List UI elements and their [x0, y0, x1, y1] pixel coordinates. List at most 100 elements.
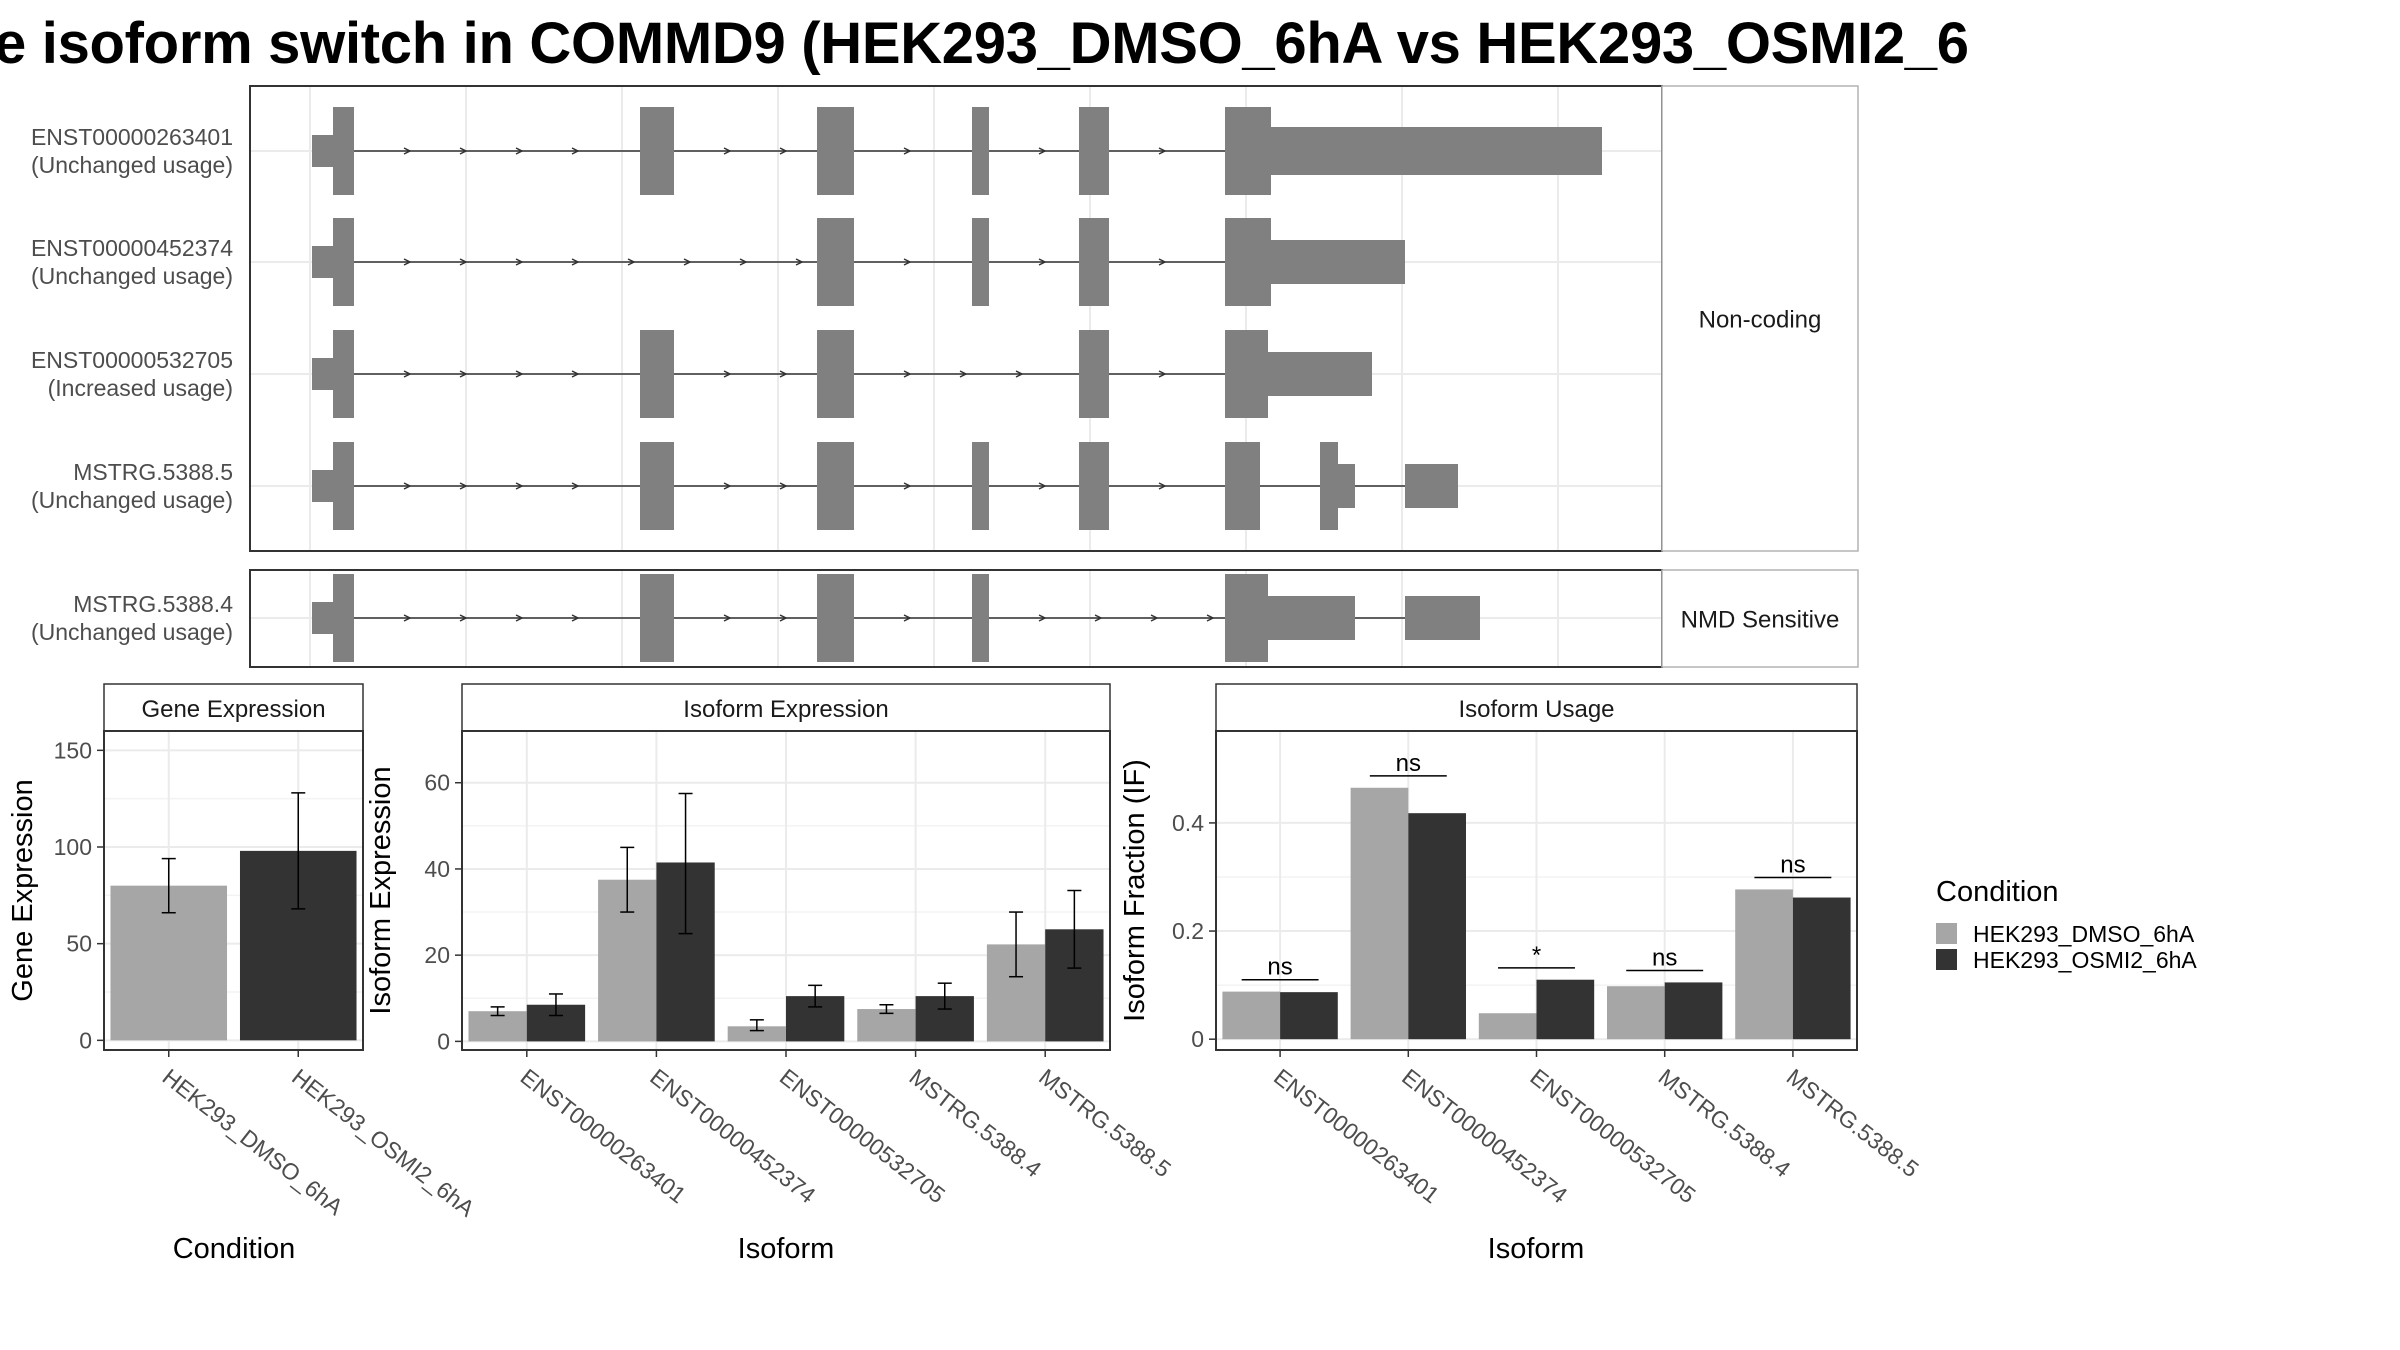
transcript-status-label: (Unchanged usage)	[31, 263, 233, 289]
exon-block	[312, 602, 333, 634]
group-strip	[1661, 569, 1859, 668]
y-tick-label: 20	[424, 942, 450, 968]
intron-arrow	[459, 147, 468, 155]
bar	[1350, 787, 1409, 1040]
y-tick-label: 0	[79, 1027, 92, 1053]
intron-arrow	[1158, 147, 1167, 155]
exon-block	[1079, 218, 1109, 306]
x-tick-label: MSTRG.5388.5	[1782, 1063, 1924, 1182]
panel-title: Isoform Usage	[1458, 696, 1614, 723]
exon-block	[1268, 596, 1355, 640]
intron-arrow	[515, 614, 524, 622]
significance-label: ns	[1652, 945, 1677, 972]
intron-arrow	[1038, 614, 1047, 622]
exon-block	[1338, 464, 1355, 508]
intron-arrow	[403, 147, 412, 155]
intron-arrow	[723, 147, 732, 155]
exon-block	[640, 107, 674, 195]
bar	[1536, 979, 1595, 1040]
transcript-id-label: ENST00000532705	[31, 347, 233, 373]
transcript-id-label: MSTRG.5388.4	[73, 591, 233, 617]
intron-arrow	[723, 370, 732, 378]
page-title: e isoform switch in COMMD9 (HEK293_DMSO_…	[0, 11, 1969, 76]
exon-block	[1079, 330, 1109, 418]
legend-swatch	[1936, 923, 1957, 944]
exon-block	[972, 442, 989, 530]
intron-arrow	[903, 482, 912, 490]
intron-arrow	[779, 614, 788, 622]
y-tick-label: 50	[66, 931, 92, 957]
bar	[1664, 982, 1723, 1040]
exon-block	[1271, 127, 1602, 175]
x-axis-title: Isoform	[738, 1233, 835, 1265]
intron-arrow	[459, 258, 468, 266]
intron-arrow	[903, 258, 912, 266]
intron-arrow	[1150, 614, 1159, 622]
intron-arrow	[571, 614, 580, 622]
exon-block	[312, 246, 333, 278]
intron-arrow	[515, 482, 524, 490]
exon-block	[640, 574, 674, 662]
exon-block	[1079, 442, 1109, 530]
exon-block	[1271, 240, 1405, 284]
exon-block	[333, 330, 354, 418]
intron-arrow	[903, 614, 912, 622]
y-tick-label: 0.4	[1172, 810, 1204, 836]
transcript-id-label: MSTRG.5388.5	[73, 459, 233, 485]
intron-arrow	[723, 614, 732, 622]
bar	[1792, 897, 1851, 1040]
intron-arrow	[1038, 147, 1047, 155]
exon-block	[312, 358, 333, 390]
panel-strip	[461, 683, 1111, 732]
intron-arrow	[739, 258, 748, 266]
intron-arrow	[1015, 370, 1024, 378]
intron-arrow	[1038, 482, 1047, 490]
panel-strip	[1215, 683, 1858, 732]
bar	[1280, 992, 1338, 1040]
exon-block	[333, 107, 354, 195]
bar	[857, 1009, 916, 1042]
transcript-status-label: (Unchanged usage)	[31, 487, 233, 513]
exon-block	[312, 470, 333, 502]
intron-arrow	[459, 482, 468, 490]
y-tick-label: 0.2	[1172, 918, 1204, 944]
legend-swatch	[1936, 949, 1957, 970]
intron-arrow	[959, 370, 968, 378]
panel-title: Isoform Expression	[683, 696, 888, 723]
exon-block	[1225, 218, 1271, 306]
exon-block	[1225, 107, 1271, 195]
intron-arrow	[571, 258, 580, 266]
bar	[1478, 1013, 1537, 1040]
intron-arrow	[515, 258, 524, 266]
exon-block	[333, 218, 354, 306]
intron-arrow	[571, 147, 580, 155]
intron-arrow	[571, 370, 580, 378]
intron-arrow	[459, 370, 468, 378]
intron-arrow	[903, 147, 912, 155]
panel-strip	[103, 683, 364, 732]
intron-arrow	[571, 482, 580, 490]
intron-arrow	[515, 370, 524, 378]
exon-block	[817, 442, 854, 530]
y-axis-title: Isoform Fraction (IF)	[1119, 759, 1151, 1022]
intron-arrow	[779, 147, 788, 155]
exon-block	[1079, 107, 1109, 195]
x-axis-title: Condition	[173, 1233, 296, 1265]
intron-arrow	[515, 147, 524, 155]
y-axis-title: Gene Expression	[7, 779, 39, 1001]
significance-label: ns	[1780, 852, 1805, 879]
plot-border	[103, 730, 364, 1051]
intron-arrow	[779, 370, 788, 378]
transcript-id-label: ENST00000452374	[31, 235, 233, 261]
intron-arrow	[723, 482, 732, 490]
group-strip	[1661, 85, 1859, 552]
intron-arrow	[1038, 258, 1047, 266]
panel-title: Gene Expression	[141, 696, 325, 723]
exon-block	[972, 218, 989, 306]
exon-block	[1268, 352, 1372, 396]
intron-arrow	[459, 614, 468, 622]
intron-arrow	[1158, 370, 1167, 378]
bar	[727, 1026, 786, 1042]
intron-arrow	[403, 258, 412, 266]
